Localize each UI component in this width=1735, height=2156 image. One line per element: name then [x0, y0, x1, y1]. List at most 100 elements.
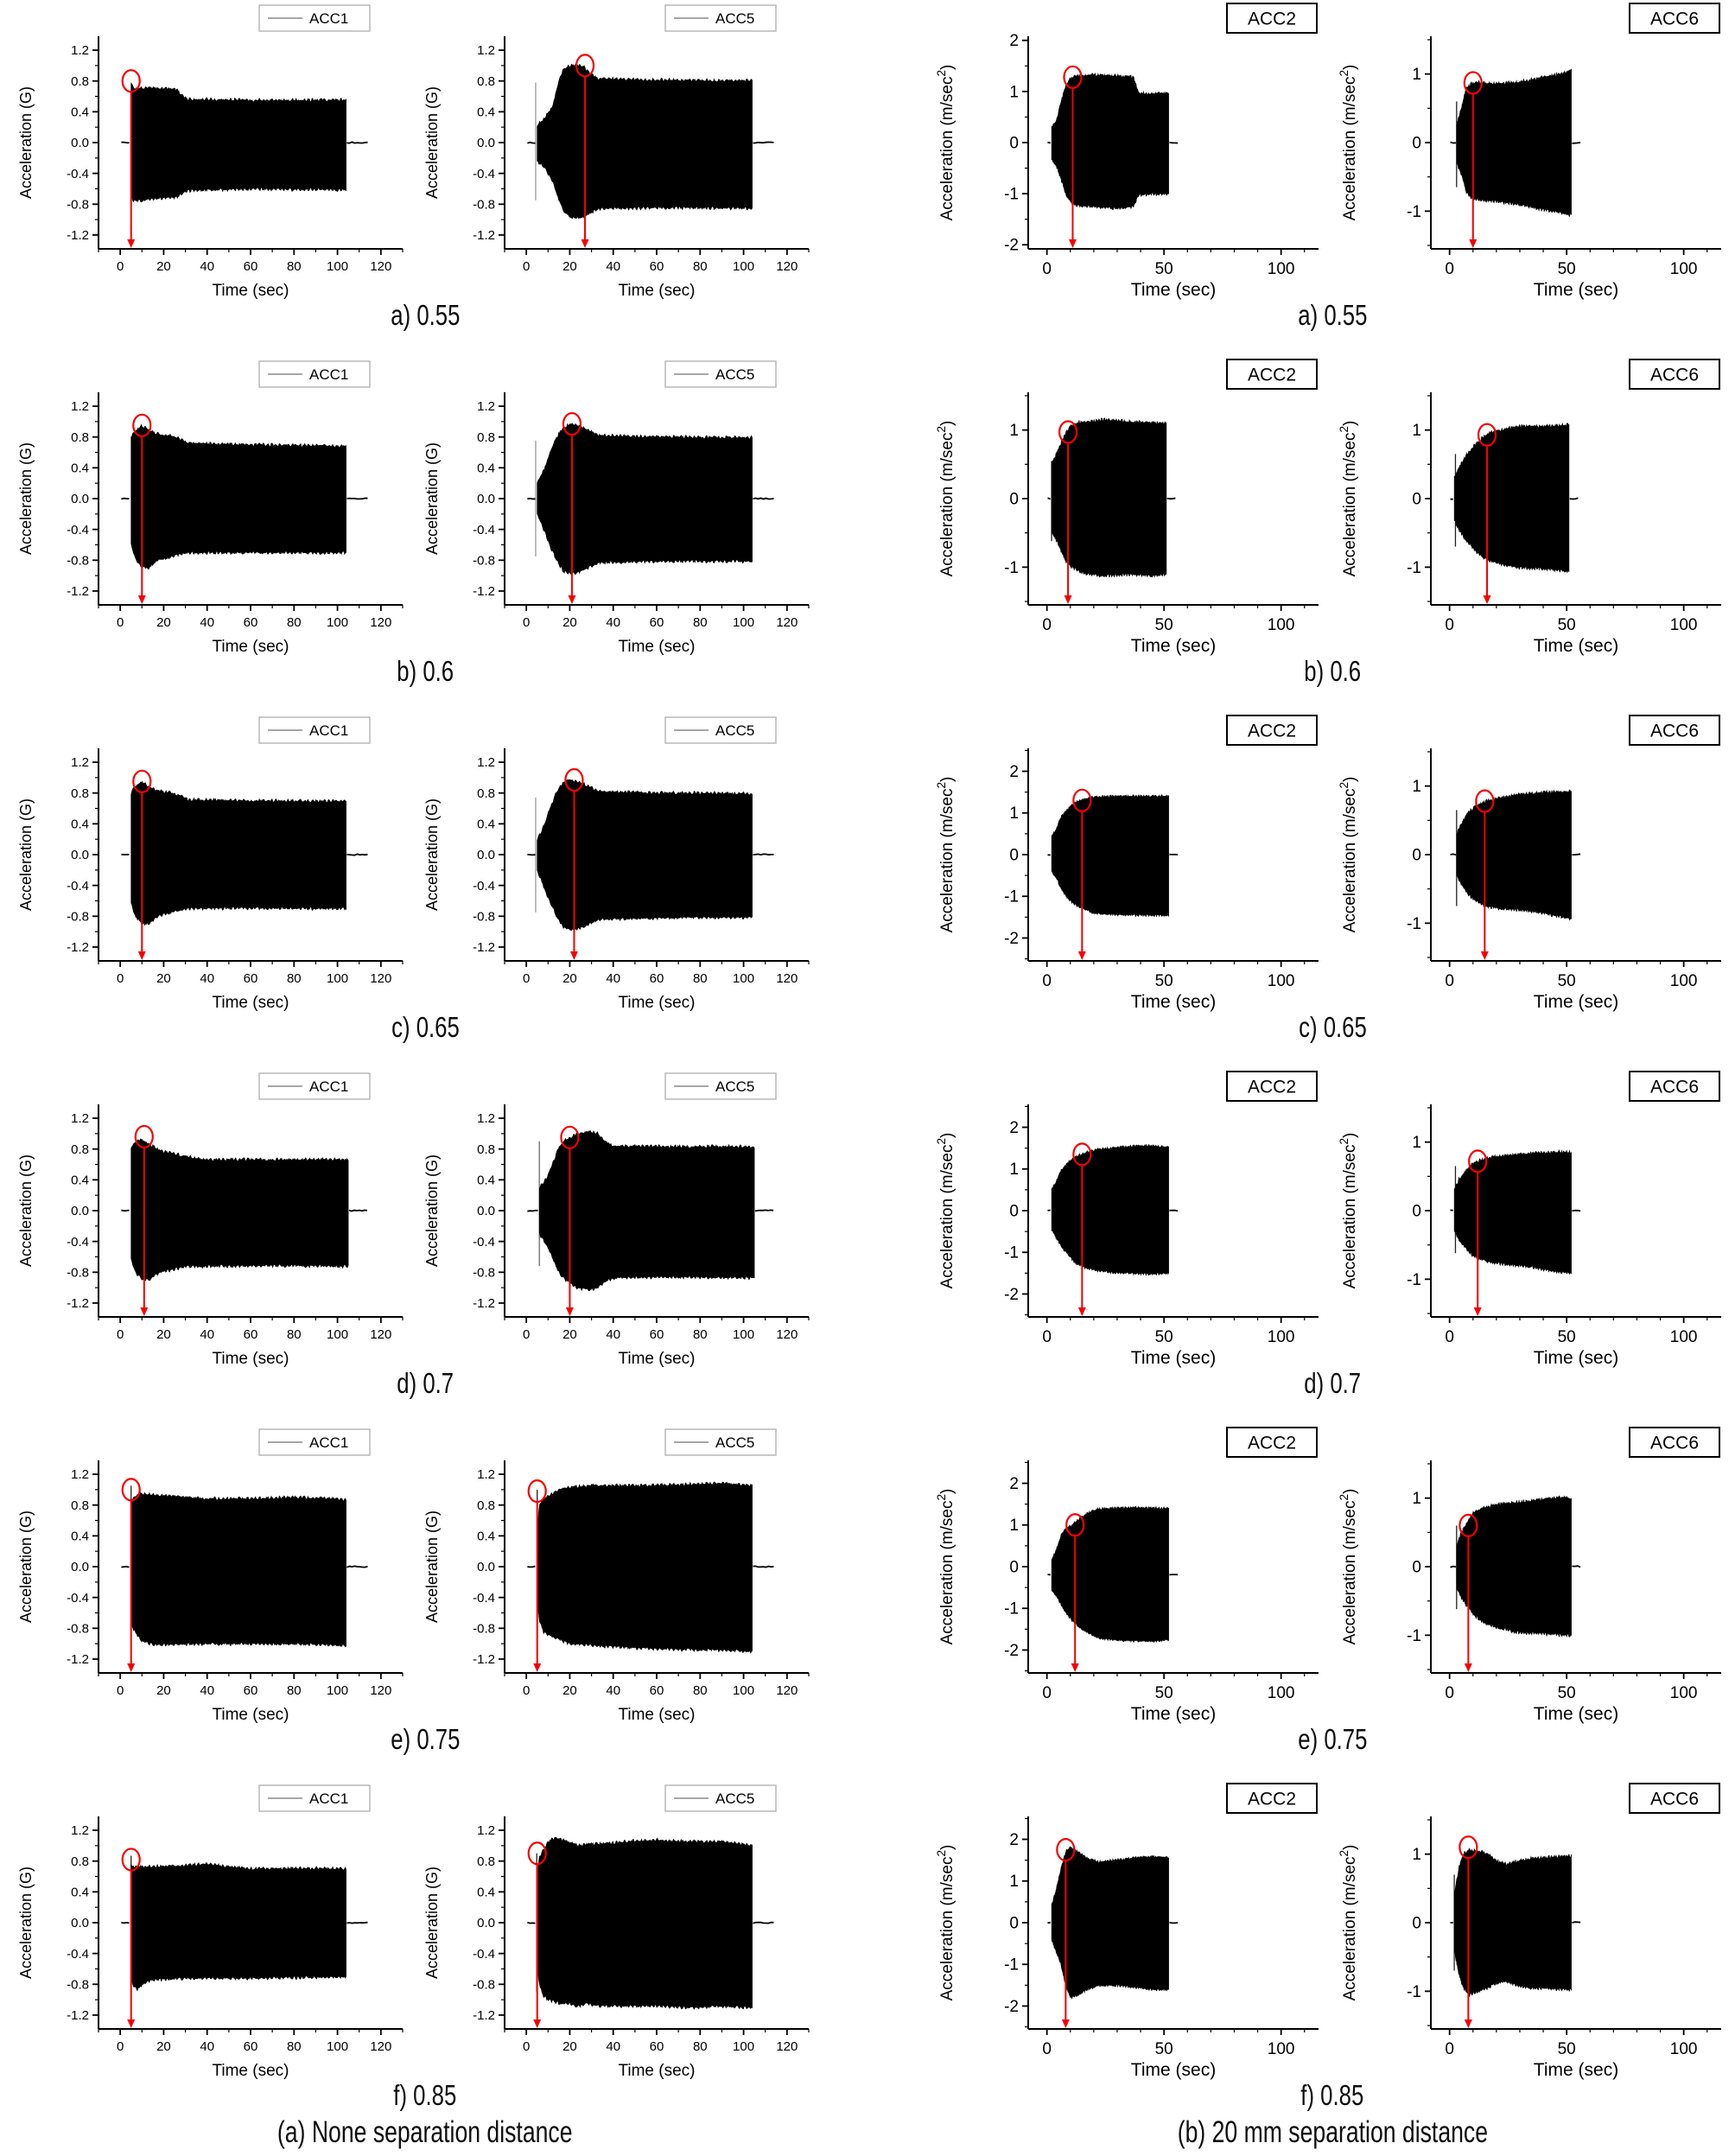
- svg-text:Time (sec): Time (sec): [1534, 636, 1618, 656]
- svg-text:Time (sec): Time (sec): [1534, 280, 1618, 300]
- row-label: b) 0.6: [397, 655, 454, 687]
- svg-text:1.2: 1.2: [477, 399, 495, 414]
- svg-text:Acceleration (m/sec2): Acceleration (m/sec2): [1338, 1489, 1359, 1645]
- svg-text:-0.8: -0.8: [67, 197, 89, 212]
- svg-text:0.0: 0.0: [71, 1204, 89, 1218]
- svg-text:-1.2: -1.2: [67, 1296, 89, 1311]
- svg-text:80: 80: [693, 2039, 708, 2054]
- legend-acc2: ACC2: [1226, 715, 1318, 746]
- row-d-none: 1.2 0.8 0.4 0.0 -0.4 -0.8 -1.2 0 20 40 60 80 100 120 T…: [14, 1070, 836, 1426]
- svg-text:0.8: 0.8: [477, 1854, 495, 1869]
- svg-text:120: 120: [370, 615, 391, 630]
- caption-a-text: (a) None separation distance: [277, 2115, 573, 2149]
- svg-text:0.8: 0.8: [71, 1498, 89, 1513]
- legend-acc5: ACC5: [664, 4, 777, 32]
- svg-text:1: 1: [1009, 1161, 1019, 1179]
- legend-acc1: ACC1: [258, 4, 371, 32]
- svg-text:120: 120: [370, 1683, 391, 1698]
- legend-acc5: ACC5: [664, 1784, 777, 1812]
- legend-acc5: ACC5: [664, 716, 777, 744]
- svg-text:Acceleration (G): Acceleration (G): [17, 798, 35, 911]
- svg-text:40: 40: [200, 971, 214, 986]
- svg-text:0.4: 0.4: [477, 1173, 495, 1187]
- svg-text:-1: -1: [1004, 1244, 1019, 1262]
- svg-text:-0.4: -0.4: [67, 523, 89, 537]
- svg-text:-0.8: -0.8: [473, 1621, 495, 1636]
- svg-text:-1.2: -1.2: [473, 584, 495, 599]
- svg-text:50: 50: [1155, 972, 1173, 990]
- legend-acc2: ACC2: [1226, 1427, 1318, 1458]
- svg-text:0: 0: [523, 259, 530, 274]
- svg-text:ACC2: ACC2: [1248, 721, 1296, 741]
- svg-text:0: 0: [1009, 1202, 1019, 1220]
- svg-text:20: 20: [156, 2039, 171, 2054]
- svg-text:0.8: 0.8: [477, 786, 495, 801]
- svg-text:-0.8: -0.8: [473, 1977, 495, 1992]
- peak-marker: [1459, 1835, 1478, 2028]
- legend-acc2: ACC2: [1226, 1071, 1318, 1102]
- peak-marker: [1468, 1149, 1488, 1316]
- svg-text:120: 120: [370, 259, 391, 274]
- peak-marker: [1063, 65, 1083, 248]
- svg-text:20: 20: [156, 1683, 171, 1698]
- svg-text:40: 40: [200, 1683, 214, 1698]
- plot-a-acc5: 1.2 0.8 0.4 0.0 -0.4 -0.8 -1.2 0 20 40 60 80 100 120 T…: [423, 4, 810, 300]
- svg-text:-0.4: -0.4: [473, 167, 495, 181]
- caption-20mm-separation: (b) 20 mm separation distance: [931, 2115, 1733, 2150]
- svg-text:40: 40: [200, 1327, 214, 1342]
- svg-text:0: 0: [1009, 846, 1019, 864]
- svg-text:0: 0: [117, 1327, 124, 1342]
- svg-text:1: 1: [1412, 1846, 1421, 1864]
- peak-marker: [1463, 71, 1483, 248]
- svg-text:0.0: 0.0: [71, 848, 89, 862]
- svg-text:50: 50: [1155, 260, 1173, 278]
- svg-text:0: 0: [1042, 1328, 1052, 1346]
- svg-text:100: 100: [1670, 2040, 1698, 2058]
- svg-text:Time (sec): Time (sec): [618, 638, 695, 656]
- plot-f-acc5: 1.2 0.8 0.4 0.0 -0.4 -0.8 -1.2 0 20 40 60 80 100 120 T…: [423, 1784, 810, 2080]
- svg-text:ACC5: ACC5: [715, 10, 754, 27]
- svg-text:ACC6: ACC6: [1650, 365, 1699, 385]
- svg-text:50: 50: [1155, 616, 1173, 634]
- svg-text:1.2: 1.2: [71, 43, 89, 58]
- svg-text:0: 0: [1445, 972, 1454, 990]
- svg-text:Time (sec): Time (sec): [1131, 2060, 1216, 2080]
- plot-f-acc6: 1 0 -1 0 50 100 Time (sec) Acceleration (m/sec2…: [1338, 1783, 1721, 2080]
- svg-text:0.4: 0.4: [71, 1173, 89, 1187]
- svg-text:100: 100: [733, 615, 754, 630]
- svg-text:0.8: 0.8: [71, 430, 89, 445]
- svg-text:0: 0: [117, 971, 124, 986]
- svg-text:20: 20: [562, 1327, 577, 1342]
- svg-text:Time (sec): Time (sec): [1534, 2060, 1618, 2080]
- svg-text:Acceleration (G): Acceleration (G): [17, 1510, 35, 1623]
- svg-text:0.0: 0.0: [477, 1204, 495, 1218]
- svg-text:Acceleration (G): Acceleration (G): [17, 1154, 35, 1267]
- svg-text:Time (sec): Time (sec): [212, 638, 289, 656]
- svg-text:ACC2: ACC2: [1248, 1433, 1296, 1453]
- row-e-20mm: 2 1 0 -1 -2 0 50 100 Time (sec) Acceleration (m/s…: [931, 1426, 1733, 1782]
- svg-text:ACC5: ACC5: [715, 1078, 754, 1095]
- svg-text:60: 60: [650, 971, 664, 986]
- svg-text:100: 100: [1268, 260, 1295, 278]
- svg-text:40: 40: [606, 971, 620, 986]
- svg-text:100: 100: [1670, 616, 1698, 634]
- plots-pair: 1 0 -1 0 50 100 Time (sec) Acceleration (m/sec2…: [931, 358, 1733, 658]
- peak-marker: [1475, 789, 1495, 960]
- plots-pair: 1.2 0.8 0.4 0.0 -0.4 -0.8 -1.2 0 20 40 60 80 100 120 T…: [14, 358, 836, 658]
- svg-text:40: 40: [606, 2039, 620, 2054]
- svg-text:-1: -1: [1004, 186, 1019, 204]
- peak-marker: [1065, 1513, 1085, 1672]
- svg-text:20: 20: [562, 615, 577, 630]
- svg-text:1.2: 1.2: [477, 43, 495, 58]
- svg-text:-1.2: -1.2: [473, 940, 495, 955]
- svg-text:100: 100: [1670, 1684, 1698, 1702]
- plots-pair: 2 1 0 -1 -2 0 50 100 Time (sec) Acceleration (m/s…: [931, 1426, 1733, 1727]
- svg-text:100: 100: [327, 259, 348, 274]
- svg-text:Time (sec): Time (sec): [1534, 1704, 1618, 1724]
- svg-text:ACC6: ACC6: [1650, 1077, 1699, 1097]
- svg-text:0.8: 0.8: [477, 74, 495, 89]
- svg-text:Acceleration (m/sec2): Acceleration (m/sec2): [1338, 1845, 1359, 2001]
- svg-text:0.0: 0.0: [71, 1916, 89, 1930]
- plots-pair: 1.2 0.8 0.4 0.0 -0.4 -0.8 -1.2 0 20 40 60 80 100 120 T…: [14, 714, 836, 1014]
- svg-text:-1: -1: [1004, 888, 1019, 906]
